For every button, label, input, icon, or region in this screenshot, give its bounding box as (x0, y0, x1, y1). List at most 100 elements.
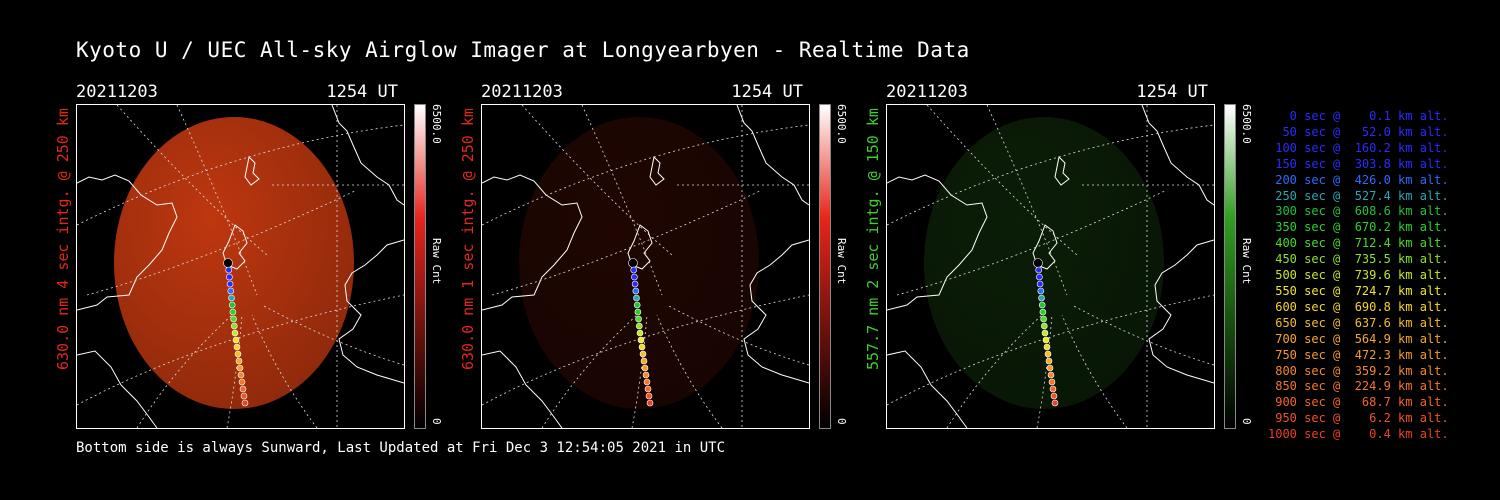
legend-entry: 350 sec @ 670.2 km alt. (1268, 220, 1449, 235)
trajectory-point (240, 392, 248, 400)
grid-line (136, 314, 233, 428)
panel-1-colorbar-max: 6500.0 (430, 104, 443, 144)
trajectory-point (1036, 273, 1043, 281)
trajectory-point (1041, 322, 1048, 330)
coastline (77, 174, 178, 311)
panel-2-colorbar-unit: Raw Cnt (835, 238, 848, 285)
grid-line (1071, 304, 1214, 366)
trajectory-point (633, 301, 641, 309)
trajectory-point (226, 273, 233, 281)
legend-entry: 950 sec @ 6.2 km alt. (1268, 411, 1449, 426)
grid-line (986, 105, 1068, 296)
trajectory-point (226, 280, 234, 288)
airglow-field (114, 117, 354, 409)
coastline (736, 105, 809, 206)
panel-2-colorbar-min: 0 (835, 418, 848, 425)
coastline (1148, 239, 1214, 384)
panel-2-colorbar (819, 104, 831, 429)
legend-entry: 400 sec @ 712.4 km alt. (1268, 236, 1449, 251)
panel-2-map (482, 105, 809, 428)
trajectory-point (1046, 364, 1054, 372)
legend-entry: 550 sec @ 724.7 km alt. (1268, 283, 1449, 298)
grid-line (656, 314, 723, 428)
panel-3-time: 1254 UT (1136, 82, 1208, 102)
panel-3-image (886, 104, 1215, 429)
coastline (743, 239, 809, 384)
grid-line (176, 105, 258, 296)
legend-entry: 650 sec @ 637.6 km alt. (1268, 315, 1449, 330)
trajectory-point (633, 294, 640, 302)
trajectory-point (1048, 378, 1056, 386)
legend-entry: 500 sec @ 739.6 km alt. (1268, 268, 1449, 283)
grid-line (631, 314, 648, 428)
legend-entry: 50 sec @ 52.0 km alt. (1268, 124, 1449, 139)
legend-entry: 900 sec @ 68.7 km alt. (1268, 395, 1449, 410)
trajectory-point (234, 350, 242, 358)
coastline (482, 174, 583, 311)
trajectory-point (1049, 385, 1057, 393)
coastline (331, 105, 404, 206)
trajectory-point (238, 378, 246, 386)
legend-entry: 300 sec @ 608.6 km alt. (1268, 204, 1449, 219)
grid-line (77, 124, 404, 226)
legend-entry: 800 sec @ 359.2 km alt. (1268, 363, 1449, 378)
grid-line (896, 189, 1168, 296)
trajectory-point (639, 350, 647, 358)
trajectory-point (236, 364, 244, 372)
coastline (649, 155, 665, 186)
coastline (1032, 224, 1058, 270)
trajectory-point (636, 322, 643, 330)
trajectory-point (241, 399, 249, 407)
trajectory-point (239, 385, 247, 393)
coastline (482, 350, 563, 428)
grid-line (1036, 314, 1053, 428)
trajectory-point (645, 392, 653, 400)
trajectory-legend: 0 sec @ 0.1 km alt. 50 sec @ 52.0 km alt… (1268, 109, 1449, 443)
trajectory-point (1050, 392, 1058, 400)
page-title: Kyoto U / UEC All-sky Airglow Imager at … (76, 38, 970, 62)
grid-line (581, 105, 663, 296)
trajectory-point (636, 329, 644, 337)
trajectory-point (228, 294, 235, 302)
panel-2-time: 1254 UT (731, 82, 803, 102)
coastline (244, 155, 260, 186)
grid-line (666, 304, 809, 366)
trajectory-point (1044, 350, 1052, 358)
legend-entry: 250 sec @ 527.4 km alt. (1268, 188, 1449, 203)
coastline (627, 224, 653, 270)
coastline (1054, 155, 1070, 186)
trajectory-point (1039, 308, 1047, 316)
trajectory-point (1037, 287, 1045, 295)
trajectory-point (637, 336, 645, 344)
legend-entry: 1000 sec @ 0.4 km alt. (1268, 427, 1449, 442)
panel-1-colorbar (414, 104, 426, 429)
trajectory-point (646, 399, 654, 407)
trajectory-point (227, 287, 235, 295)
trajectory-point (1038, 294, 1045, 302)
panel-3-colorbar (1224, 104, 1236, 429)
coastline (77, 350, 158, 428)
trajectory-point (231, 329, 239, 337)
trajectory-point (642, 371, 650, 379)
panel-2-image (481, 104, 810, 429)
trajectory-point (1036, 280, 1044, 288)
trajectory-point (225, 266, 232, 274)
trajectory-point (223, 258, 233, 268)
panel-2-ylabel: 630.0 nm 1 sec intg. @ 250 km (459, 108, 477, 370)
coastline (887, 350, 968, 428)
panel-2-date: 20211203 (481, 82, 563, 102)
panel-1-image (76, 104, 405, 429)
trajectory-point (1038, 301, 1046, 309)
airglow-field (519, 117, 759, 409)
trajectory-point (233, 343, 241, 351)
trajectory-point (631, 280, 639, 288)
legend-entry: 0 sec @ 0.1 km alt. (1268, 109, 1449, 123)
panel-3-map (887, 105, 1214, 428)
panel-3-date: 20211203 (886, 82, 968, 102)
grid-line (541, 314, 638, 428)
trajectory-point (229, 308, 237, 316)
trajectory-point (1047, 371, 1055, 379)
grid-line (491, 189, 763, 296)
trajectory-point (1045, 357, 1053, 365)
grid-line (251, 314, 318, 428)
